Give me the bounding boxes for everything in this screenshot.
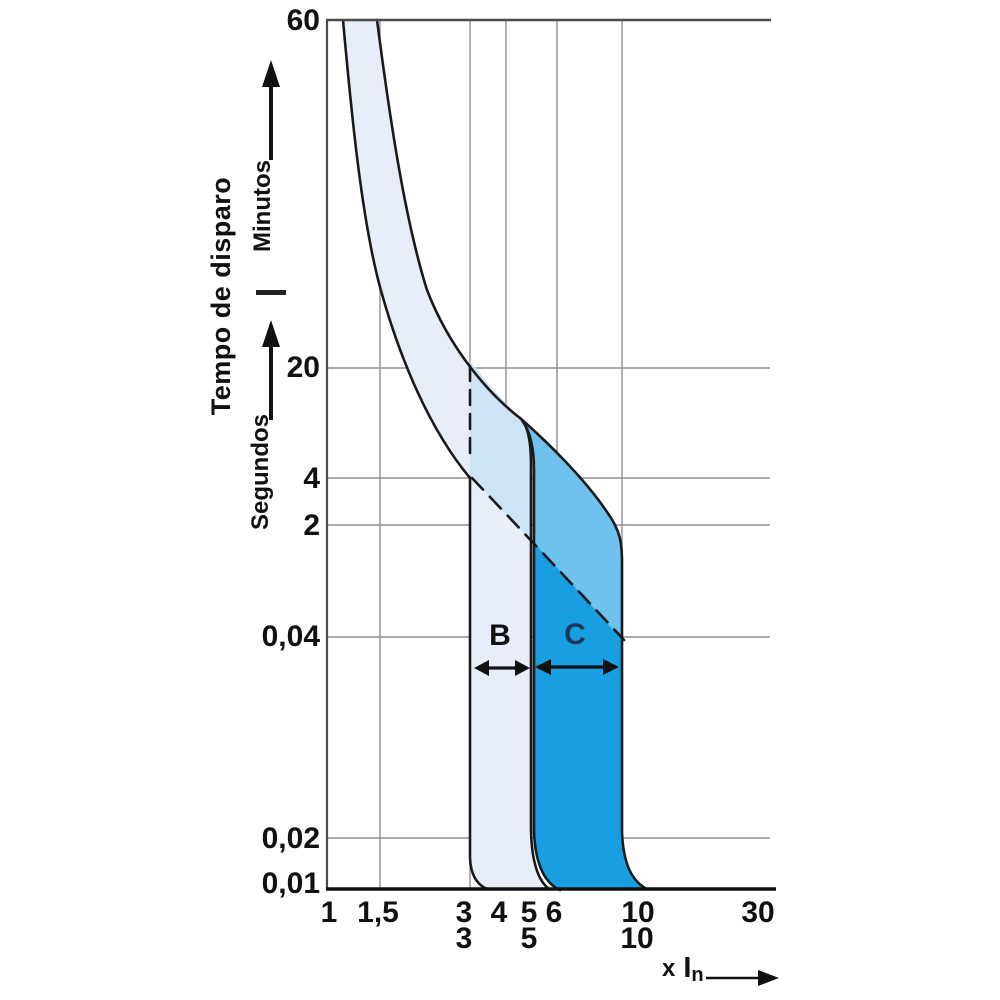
limit-curves xyxy=(341,18,649,892)
y-tick-4: 4 xyxy=(303,462,320,495)
x-tick-1: 1 xyxy=(320,896,338,929)
x-unit-times: x xyxy=(662,955,676,982)
y-tick-60: 60 xyxy=(286,4,320,37)
x-tick2-5: 5 xyxy=(520,922,538,955)
curve-c-label: C xyxy=(564,618,586,651)
y-unit-seconds-label: Segundos xyxy=(247,414,274,531)
x-tick-10: 10 xyxy=(621,896,655,929)
x-axis-unit-label: x I n xyxy=(662,952,704,986)
curve-b-upper-limit xyxy=(341,18,489,891)
curve-c-left-edge xyxy=(521,420,562,892)
x-unit-symbol: I xyxy=(683,952,692,984)
x-tick-5: 5 xyxy=(520,896,538,929)
curve-c-lower-limit-dashed xyxy=(470,476,626,642)
curve-c-upper-limit xyxy=(518,416,649,891)
x-tick2-3: 3 xyxy=(455,922,473,955)
band-c-thermal-fill xyxy=(522,420,622,640)
curve-b-lower-limit xyxy=(375,18,551,891)
curve-b-label: B xyxy=(489,619,511,652)
x-tick-3: 3 xyxy=(455,896,473,929)
band-b-fill xyxy=(343,20,549,889)
y-axis-title: Tempo de disparo xyxy=(206,176,236,416)
y-tick-0-04: 0,04 xyxy=(261,620,320,653)
y-tick-0-01: 0,01 xyxy=(261,867,320,900)
y-tick-20: 20 xyxy=(286,351,320,384)
c-range-arrow xyxy=(535,659,619,675)
seconds-axis-arrow xyxy=(262,320,280,420)
unit-separator-dash xyxy=(256,290,286,295)
x-tick-30: 30 xyxy=(741,896,775,929)
y-tick-0-02: 0,02 xyxy=(261,822,320,855)
plot-borders xyxy=(325,18,776,891)
band-bc-overlap-fill xyxy=(470,361,531,541)
x-tick-1-5: 1,5 xyxy=(357,896,399,929)
b-range-arrow xyxy=(474,660,530,676)
x-tick2-10: 10 xyxy=(620,922,654,955)
y-unit-minutes-label: Minutos xyxy=(249,160,276,252)
x-axis-unit-arrow xyxy=(706,970,779,986)
y-tick-2: 2 xyxy=(303,509,320,542)
x-tick-4: 4 xyxy=(490,896,508,929)
x-unit-subscript: n xyxy=(691,964,704,986)
minutes-axis-arrow xyxy=(262,60,280,160)
x-tick-6: 6 xyxy=(545,896,563,929)
